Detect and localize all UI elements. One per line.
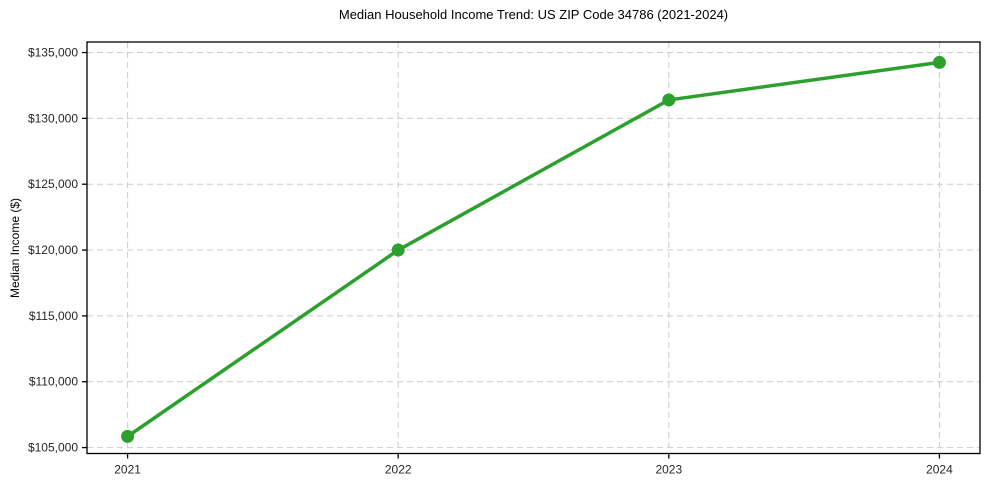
x-tick-label: 2023 <box>655 463 682 477</box>
income-trend-line <box>125 60 942 439</box>
data-point-marker <box>391 243 405 257</box>
y-tick-label: $110,000 <box>29 375 78 389</box>
data-point-marker <box>662 93 676 107</box>
y-tick-label: $125,000 <box>28 177 78 191</box>
chart-title: Median Household Income Trend: US ZIP Co… <box>338 7 729 22</box>
y-tick-label: $130,000 <box>28 111 78 125</box>
x-tick-label: 2024 <box>926 463 953 477</box>
data-point-marker <box>121 429 135 443</box>
y-tick-label: $120,000 <box>28 243 78 257</box>
y-axis-label: Median Income ($) <box>8 197 22 299</box>
y-tick-label: $135,000 <box>28 46 78 60</box>
data-point-marker <box>932 55 946 69</box>
y-tick-label: $105,000 <box>28 441 78 455</box>
x-tick-label: 2021 <box>114 463 141 477</box>
x-tick-label: 2022 <box>385 463 412 477</box>
y-tick-label: $115,000 <box>29 309 78 323</box>
plot-border <box>86 41 981 455</box>
